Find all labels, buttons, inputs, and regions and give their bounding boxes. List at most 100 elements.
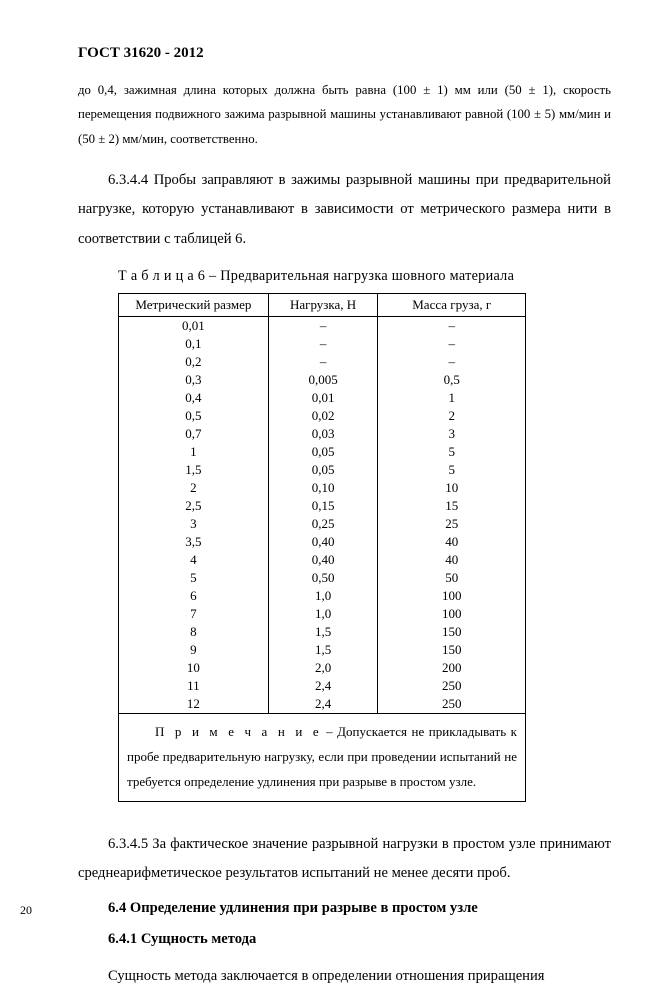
table-cell: 0,4 — [119, 389, 269, 407]
table-row: 20,1010 — [119, 479, 526, 497]
table-cell: 5 — [378, 461, 526, 479]
page-number: 20 — [20, 901, 32, 920]
table-row: 2,50,1515 — [119, 497, 526, 515]
table-row: 0,2–– — [119, 353, 526, 371]
table-cell: 7 — [119, 605, 269, 623]
table-header-cell: Метрический размер — [119, 294, 269, 317]
paragraph-6-3-4-4: 6.3.4.4 Пробы заправляют в зажимы разрыв… — [78, 166, 611, 256]
table-row: 122,4250 — [119, 695, 526, 714]
table-cell: 0,2 — [119, 353, 269, 371]
table-cell: 2,5 — [119, 497, 269, 515]
table-cell: 1,0 — [268, 605, 378, 623]
table-header-cell: Нагрузка, Н — [268, 294, 378, 317]
paragraph-6-4-1-body: Сущность метода заключается в определени… — [78, 965, 611, 988]
table-cell: – — [268, 335, 378, 353]
table-header-cell: Масса груза, г — [378, 294, 526, 317]
table-cell: 0,40 — [268, 533, 378, 551]
table-row: 40,4040 — [119, 551, 526, 569]
table-cell: 8 — [119, 623, 269, 641]
table-cell: 0,40 — [268, 551, 378, 569]
table-cell: 1 — [378, 389, 526, 407]
table-note-row: П р и м е ч а н и е – Допускается не при… — [119, 714, 526, 801]
table-note-cell: П р и м е ч а н и е – Допускается не при… — [119, 714, 526, 801]
table-cell: 12 — [119, 695, 269, 714]
table-cell: 0,7 — [119, 425, 269, 443]
table-row: 0,1–– — [119, 335, 526, 353]
table-cell: 40 — [378, 533, 526, 551]
table-cell: 0,15 — [268, 497, 378, 515]
table-cell: – — [378, 353, 526, 371]
table-cell: 150 — [378, 641, 526, 659]
table-6-wrapper: Метрический размер Нагрузка, Н Масса гру… — [118, 293, 526, 801]
table-cell: 0,5 — [378, 371, 526, 389]
table-row: 0,50,022 — [119, 407, 526, 425]
table-cell: 100 — [378, 587, 526, 605]
table-row: 10,055 — [119, 443, 526, 461]
table-row: 81,5150 — [119, 623, 526, 641]
table-cell: 2 — [119, 479, 269, 497]
table-cell: 25 — [378, 515, 526, 533]
section-6-4-heading: 6.4 Определение удлинения при разрыве в … — [78, 897, 611, 920]
table-cell: 1,5 — [268, 641, 378, 659]
table-cell: 3,5 — [119, 533, 269, 551]
table-row: 50,5050 — [119, 569, 526, 587]
table-cell: 0,25 — [268, 515, 378, 533]
note-label: П р и м е ч а н и е — [155, 724, 322, 739]
table-cell: 5 — [119, 569, 269, 587]
table-cell: 250 — [378, 677, 526, 695]
table-row: 102,0200 — [119, 659, 526, 677]
document-standard-code: ГОСТ 31620 - 2012 — [78, 42, 611, 65]
table-cell: 0,01 — [119, 317, 269, 336]
table-cell: 2,4 — [268, 695, 378, 714]
table-cell: – — [378, 335, 526, 353]
table-row: 1,50,055 — [119, 461, 526, 479]
table-cell: 50 — [378, 569, 526, 587]
table-cell: 0,01 — [268, 389, 378, 407]
table-cell: – — [268, 353, 378, 371]
table-cell: 0,005 — [268, 371, 378, 389]
section-6-4-1-heading: 6.4.1 Сущность метода — [78, 928, 611, 951]
table-row: 61,0100 — [119, 587, 526, 605]
table-body: 0,01––0,1––0,2––0,30,0050,50,40,0110,50,… — [119, 317, 526, 714]
table-row: 0,30,0050,5 — [119, 371, 526, 389]
paragraph-6-3-4-5: 6.3.4.5 За фактическое значение разрывно… — [78, 830, 611, 890]
table-cell: 0,5 — [119, 407, 269, 425]
table-6-caption: Т а б л и ц а 6 – Предварительная нагруз… — [118, 265, 611, 287]
table-cell: 1,0 — [268, 587, 378, 605]
table-row: 71,0100 — [119, 605, 526, 623]
table-caption-text: Предварительная нагрузка шовного материа… — [216, 268, 514, 284]
table-cell: 1 — [119, 443, 269, 461]
table-cell: – — [268, 317, 378, 336]
table-row: 0,01–– — [119, 317, 526, 336]
table-cell: 0,10 — [268, 479, 378, 497]
table-cell: 0,1 — [119, 335, 269, 353]
table-cell: 6 — [119, 587, 269, 605]
table-cell: 40 — [378, 551, 526, 569]
table-cell: 0,03 — [268, 425, 378, 443]
table-cell: – — [378, 317, 526, 336]
table-cell: 1,5 — [268, 623, 378, 641]
table-cell: 2,0 — [268, 659, 378, 677]
table-cell: 15 — [378, 497, 526, 515]
table-cell: 150 — [378, 623, 526, 641]
table-cell: 5 — [378, 443, 526, 461]
table-caption-prefix: Т а б л и ц а 6 – — [118, 268, 216, 284]
table-cell: 200 — [378, 659, 526, 677]
table-cell: 11 — [119, 677, 269, 695]
table-cell: 2 — [378, 407, 526, 425]
table-row: 91,5150 — [119, 641, 526, 659]
table-row: 3,50,4040 — [119, 533, 526, 551]
paragraph-continuation: до 0,4, зажимная длина которых должна бы… — [78, 78, 611, 151]
table-cell: 250 — [378, 695, 526, 714]
table-cell: 0,02 — [268, 407, 378, 425]
table-cell: 0,50 — [268, 569, 378, 587]
table-cell: 100 — [378, 605, 526, 623]
table-row: 30,2525 — [119, 515, 526, 533]
table-cell: 10 — [119, 659, 269, 677]
table-cell: 9 — [119, 641, 269, 659]
table-cell: 1,5 — [119, 461, 269, 479]
table-cell: 3 — [119, 515, 269, 533]
table-cell: 2,4 — [268, 677, 378, 695]
page: ГОСТ 31620 - 2012 до 0,4, зажимная длина… — [0, 0, 661, 936]
table-6: Метрический размер Нагрузка, Н Масса гру… — [118, 293, 526, 801]
